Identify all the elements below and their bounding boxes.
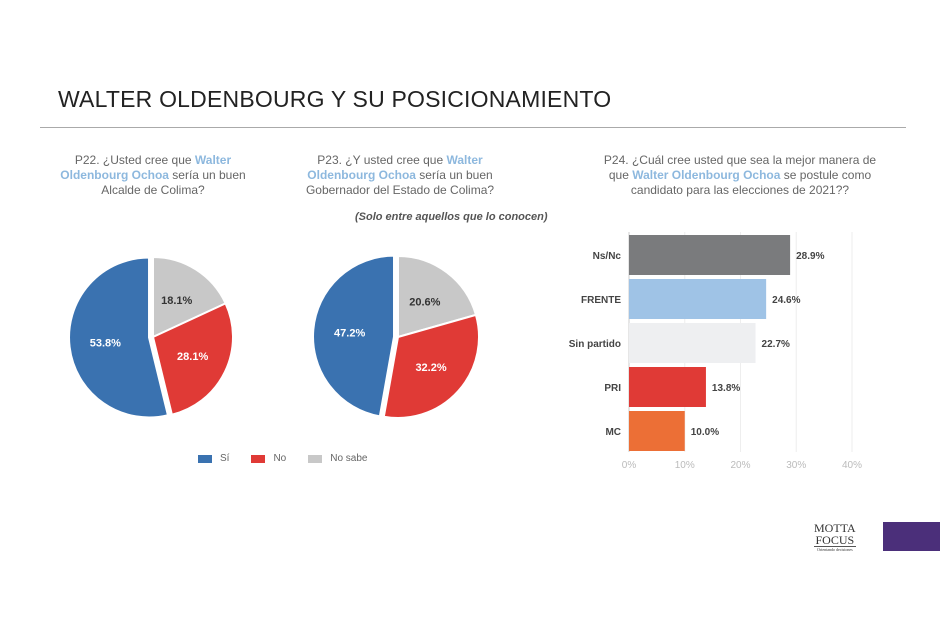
legend-label: Sí xyxy=(220,453,230,464)
question-p24: P24. ¿Cuál cree usted que sea la mejor m… xyxy=(590,153,890,198)
pie-p23-slice-no xyxy=(382,313,480,419)
bar-category-label: Ns/Nc xyxy=(593,251,622,262)
q23-name2: Oldenbourg Ochoa xyxy=(307,168,416,182)
title-divider xyxy=(40,127,906,128)
pie-p23-data-label: 47.2% xyxy=(334,328,365,340)
bar-category-label: FRENTE xyxy=(581,295,621,306)
q23-name: Walter xyxy=(446,153,483,167)
bar-data-label: 22.7% xyxy=(762,339,790,350)
bar-data-label: 13.8% xyxy=(712,383,740,394)
q23-text: P23. ¿Y usted cree que xyxy=(317,153,447,167)
pie-p22-slice-no xyxy=(151,302,234,416)
q23-text2: sería un buen xyxy=(415,168,493,182)
bar-x-tick: 0% xyxy=(622,460,637,471)
legend-swatch xyxy=(308,454,323,463)
pie-p23-data-label: 32.2% xyxy=(415,362,446,374)
legend-item-no-sabe: No sabe xyxy=(308,453,368,464)
legend-swatch xyxy=(198,454,212,463)
legend-label: No sabe xyxy=(330,453,368,464)
legend-item-si: Sí xyxy=(198,453,229,464)
bar-x-tick: 20% xyxy=(730,460,750,471)
q22-text: P22. ¿Usted cree que xyxy=(74,153,195,167)
pie-p22-data-label: 18.1% xyxy=(161,295,192,307)
bar-category-label: MC xyxy=(605,427,621,438)
bar-mc xyxy=(629,411,685,451)
bar-data-label: 10.0% xyxy=(691,427,719,438)
pie-p23-data-label: 20.6% xyxy=(409,296,440,308)
q22-text2: sería un buen xyxy=(168,168,246,182)
motta-focus-logo: MOTTA FOCUS Orientando decisiones xyxy=(814,522,856,553)
q24-text4: candidato para las elecciones de 2021?? xyxy=(630,183,850,197)
legend-label: No xyxy=(273,453,287,464)
bar-frente xyxy=(629,279,767,319)
bar-category-label: Sin partido xyxy=(569,339,621,350)
q24-name: Walter Oldenbourg Ochoa xyxy=(632,168,781,182)
note: (Solo entre aquellos que lo conocen) xyxy=(355,211,548,223)
pie-p23-slice-sí xyxy=(312,254,396,418)
pie-p23-slice-no-sabe xyxy=(397,254,478,339)
pie-p22-data-label: 53.8% xyxy=(90,338,121,350)
bar-category-label: PRI xyxy=(604,383,621,394)
question-p23: P23. ¿Y usted cree que Walter Oldenbourg… xyxy=(285,153,515,198)
logo-line1: MOTTA xyxy=(814,521,856,535)
q24-text2: que xyxy=(608,168,633,182)
bar-x-tick: 10% xyxy=(675,460,695,471)
bar-x-tick: 40% xyxy=(842,460,862,471)
bar-x-tick: 30% xyxy=(786,460,806,471)
bar-ns-nc xyxy=(629,235,791,275)
question-p22: P22. ¿Usted cree que Walter Oldenbourg O… xyxy=(50,153,256,198)
logo-line2: FOCUS xyxy=(814,533,856,547)
bar-data-label: 28.9% xyxy=(796,251,824,262)
q24-text: P24. ¿Cuál cree usted que sea la mejor m… xyxy=(603,153,877,167)
q23-text3: Gobernador del Estado de Colima? xyxy=(305,183,495,197)
bar-pri xyxy=(629,367,706,407)
pie-legend: Sí No No sabe xyxy=(198,453,368,464)
bar-data-label: 24.6% xyxy=(772,295,800,306)
q24-text3: se postule como xyxy=(780,168,872,182)
legend-item-no: No xyxy=(251,453,286,464)
pie-p22-data-label: 28.1% xyxy=(177,351,208,363)
bar-sin-partido xyxy=(629,323,756,363)
q22-name2: Oldenbourg Ochoa xyxy=(60,168,169,182)
pie-p22-slice-no-sabe xyxy=(152,255,227,339)
brand-block xyxy=(883,522,940,551)
page-title: WALTER OLDENBOURG Y SU POSICIONAMIENTO xyxy=(58,86,612,112)
pie-p22-slice-sí xyxy=(68,256,170,419)
logo-tagline: Orientando decisiones xyxy=(817,547,853,552)
q22-name: Walter xyxy=(194,153,232,167)
q22-text3: Alcalde de Colima? xyxy=(101,183,205,197)
legend-swatch xyxy=(251,454,266,463)
